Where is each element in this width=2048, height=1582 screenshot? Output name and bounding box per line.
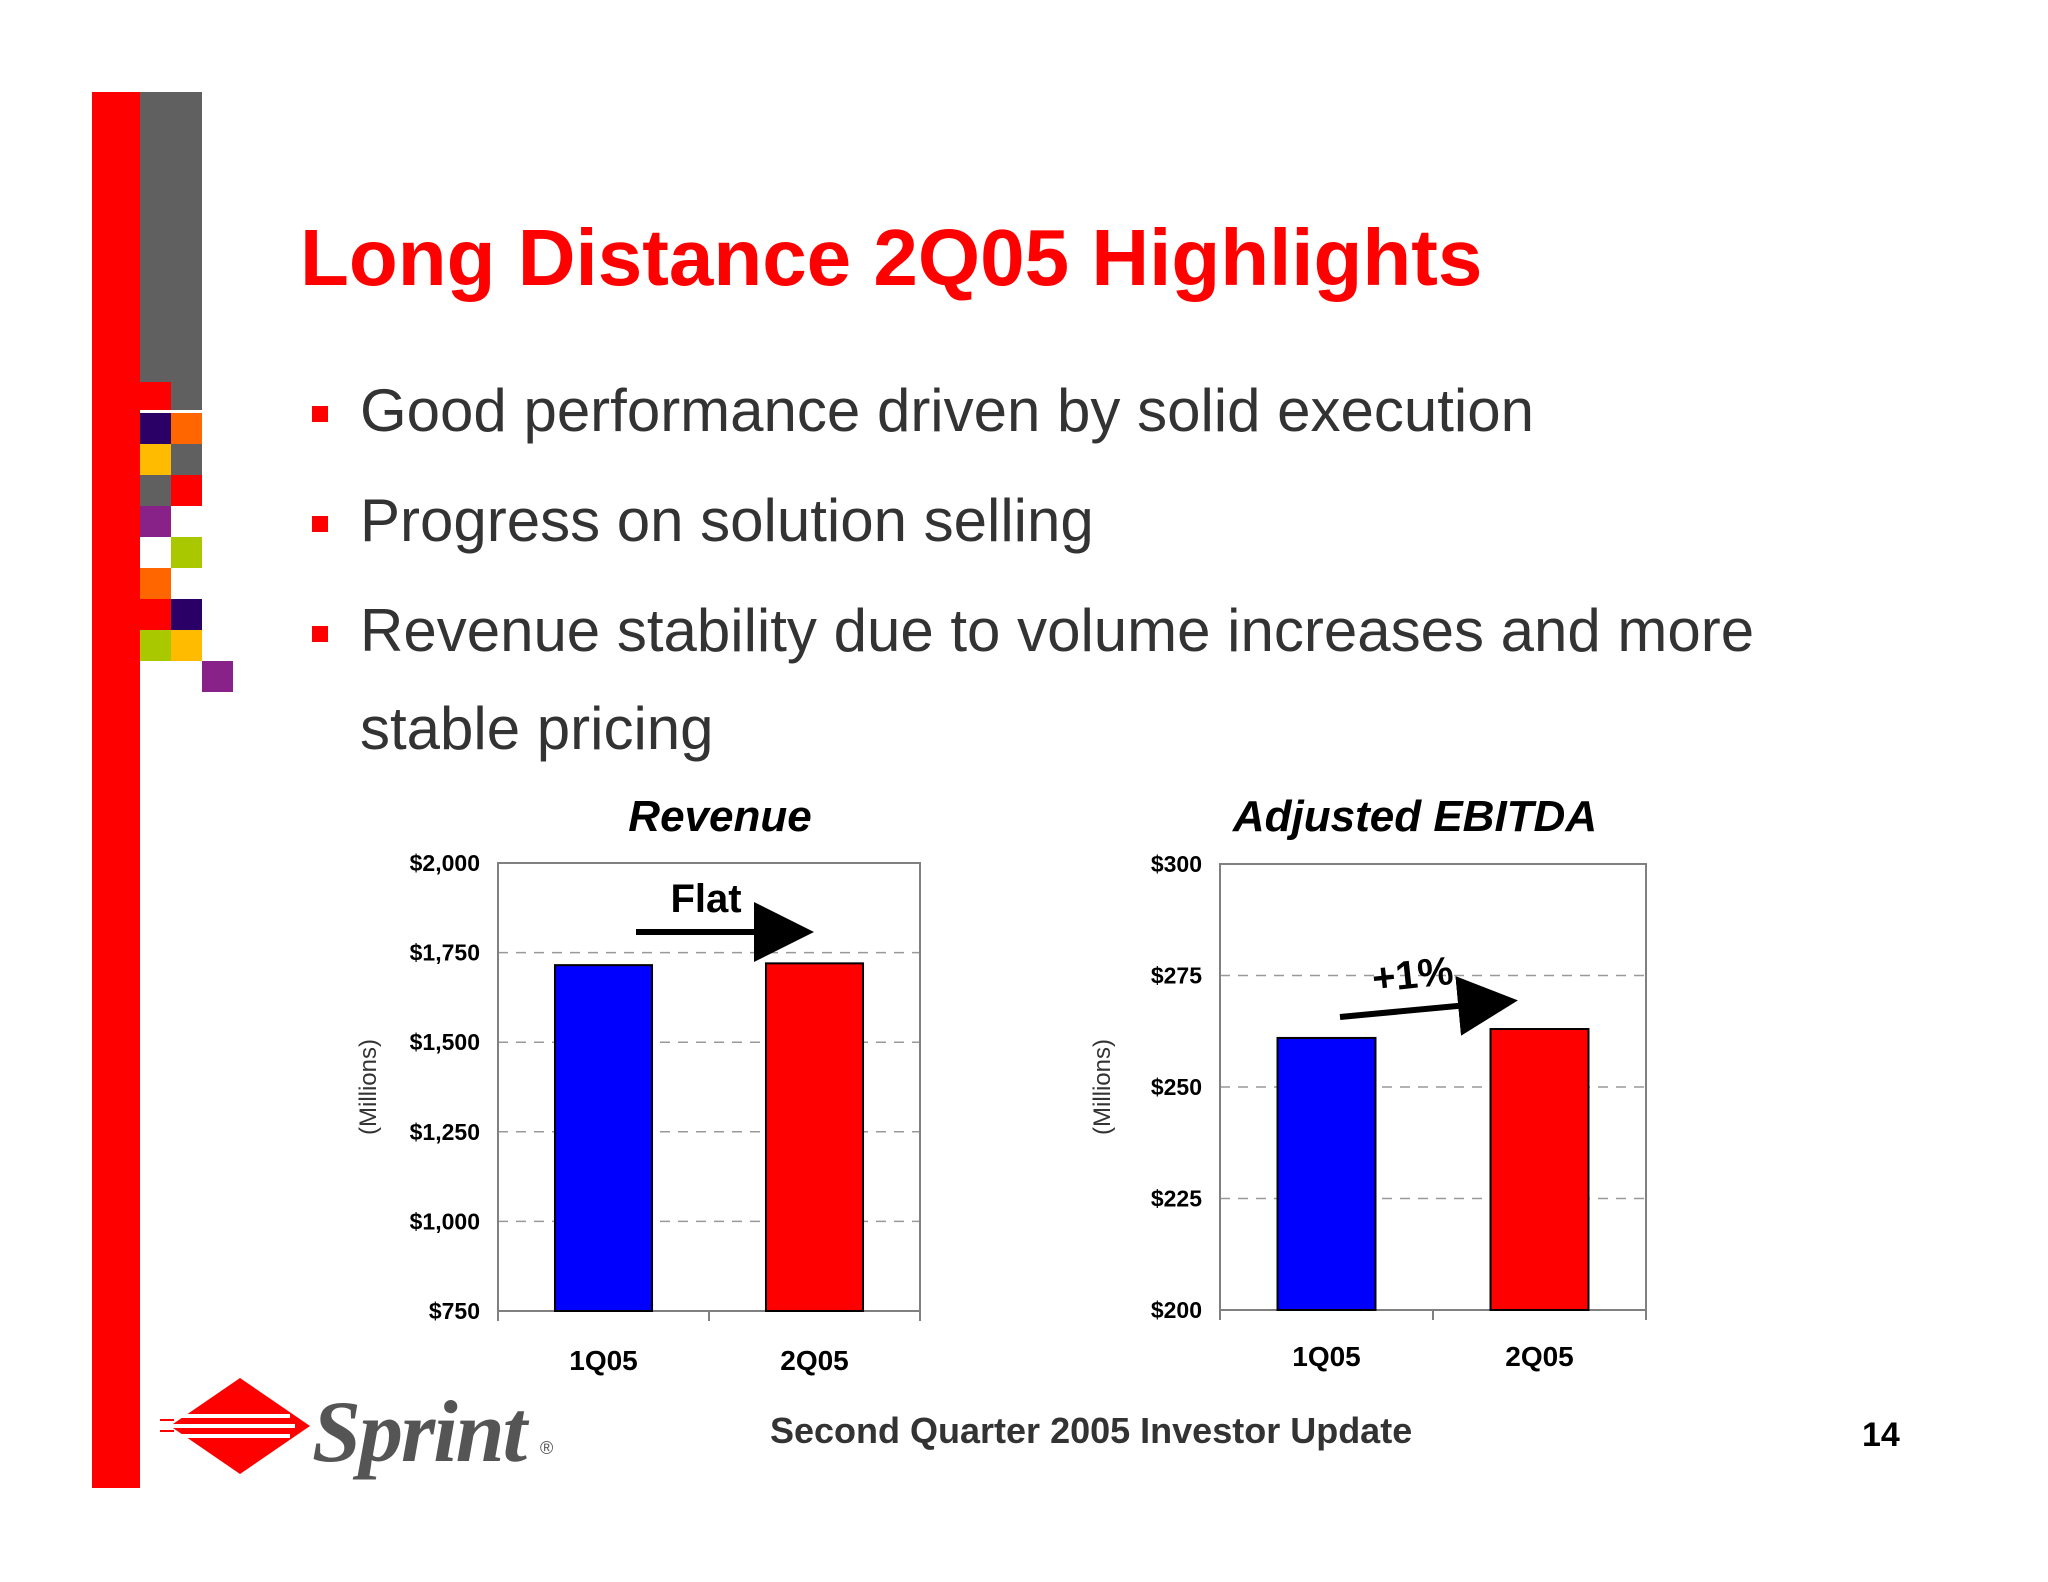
y-tick-label: $300 (1151, 851, 1202, 877)
x-category-label: 1Q05 (1292, 1341, 1361, 1372)
decor-square (171, 413, 202, 444)
decor-square (140, 382, 171, 410)
x-category-label: 2Q05 (1505, 1341, 1574, 1372)
decor-square (171, 444, 202, 475)
bar (764, 962, 865, 1312)
trend-annotation: Flat (670, 877, 741, 921)
sidebar-gray-bar (140, 92, 202, 410)
trend-annotation: +1% (1370, 949, 1455, 1001)
registered-mark: ® (540, 1438, 554, 1458)
bullet-list: Good performance driven by solid executi… (312, 362, 1762, 778)
y-tick-label: $1,000 (410, 1208, 480, 1234)
footer-text: Second Quarter 2005 Investor Update (770, 1410, 1413, 1451)
bar (553, 964, 654, 1312)
bullet-marker-icon (312, 406, 328, 422)
sprint-logo-text: Sprint (312, 1384, 527, 1481)
bullet-text: Good performance driven by solid executi… (360, 377, 1534, 444)
decor-square (140, 475, 171, 506)
sprint-diamond-icon (160, 1378, 310, 1474)
bar (1489, 1028, 1590, 1312)
bullet-item: Good performance driven by solid executi… (312, 362, 1762, 460)
decor-square (202, 661, 233, 692)
y-tick-label: $1,750 (410, 940, 480, 966)
y-tick-label: $2,000 (410, 850, 480, 876)
y-tick-label: $250 (1151, 1074, 1202, 1100)
y-tick-label: $225 (1151, 1186, 1202, 1212)
x-category-label: 2Q05 (780, 1345, 849, 1376)
decor-square (140, 506, 171, 537)
y-tick-label: $1,250 (410, 1119, 480, 1145)
decor-square (140, 568, 171, 599)
decor-square (171, 475, 202, 506)
page-title: Long Distance 2Q05 Highlights (300, 213, 1483, 302)
sidebar-red-bar (92, 92, 140, 1488)
y-tick-label: $1,500 (410, 1029, 480, 1055)
decor-square (171, 599, 202, 630)
decor-square (171, 537, 202, 568)
y-axis-label: (Millions) (355, 1039, 382, 1135)
ebitda-chart-title: Adjusted EBITDA (1232, 792, 1598, 841)
trend-arrow-icon (1339, 976, 1518, 1036)
bullet-marker-icon (312, 626, 328, 642)
page-number: 14 (1862, 1416, 1900, 1454)
x-category-label: 1Q05 (569, 1345, 638, 1376)
decor-square (140, 630, 171, 661)
decor-square (140, 599, 171, 630)
bullet-marker-icon (312, 516, 328, 532)
revenue-chart-title: Revenue (628, 792, 812, 841)
bullet-text: Revenue stability due to volume increase… (360, 597, 1755, 762)
y-tick-label: $750 (429, 1298, 480, 1324)
decor-square (140, 444, 171, 475)
bullet-item: Revenue stability due to volume increase… (312, 582, 1762, 778)
bullet-text: Progress on solution selling (360, 487, 1094, 554)
y-axis-label: (Millions) (1089, 1039, 1116, 1135)
decor-square (171, 630, 202, 661)
bullet-item: Progress on solution selling (312, 472, 1762, 570)
y-tick-label: $200 (1151, 1297, 1202, 1323)
decor-square (140, 413, 171, 444)
bar (1276, 1036, 1377, 1311)
y-tick-label: $275 (1151, 963, 1202, 989)
